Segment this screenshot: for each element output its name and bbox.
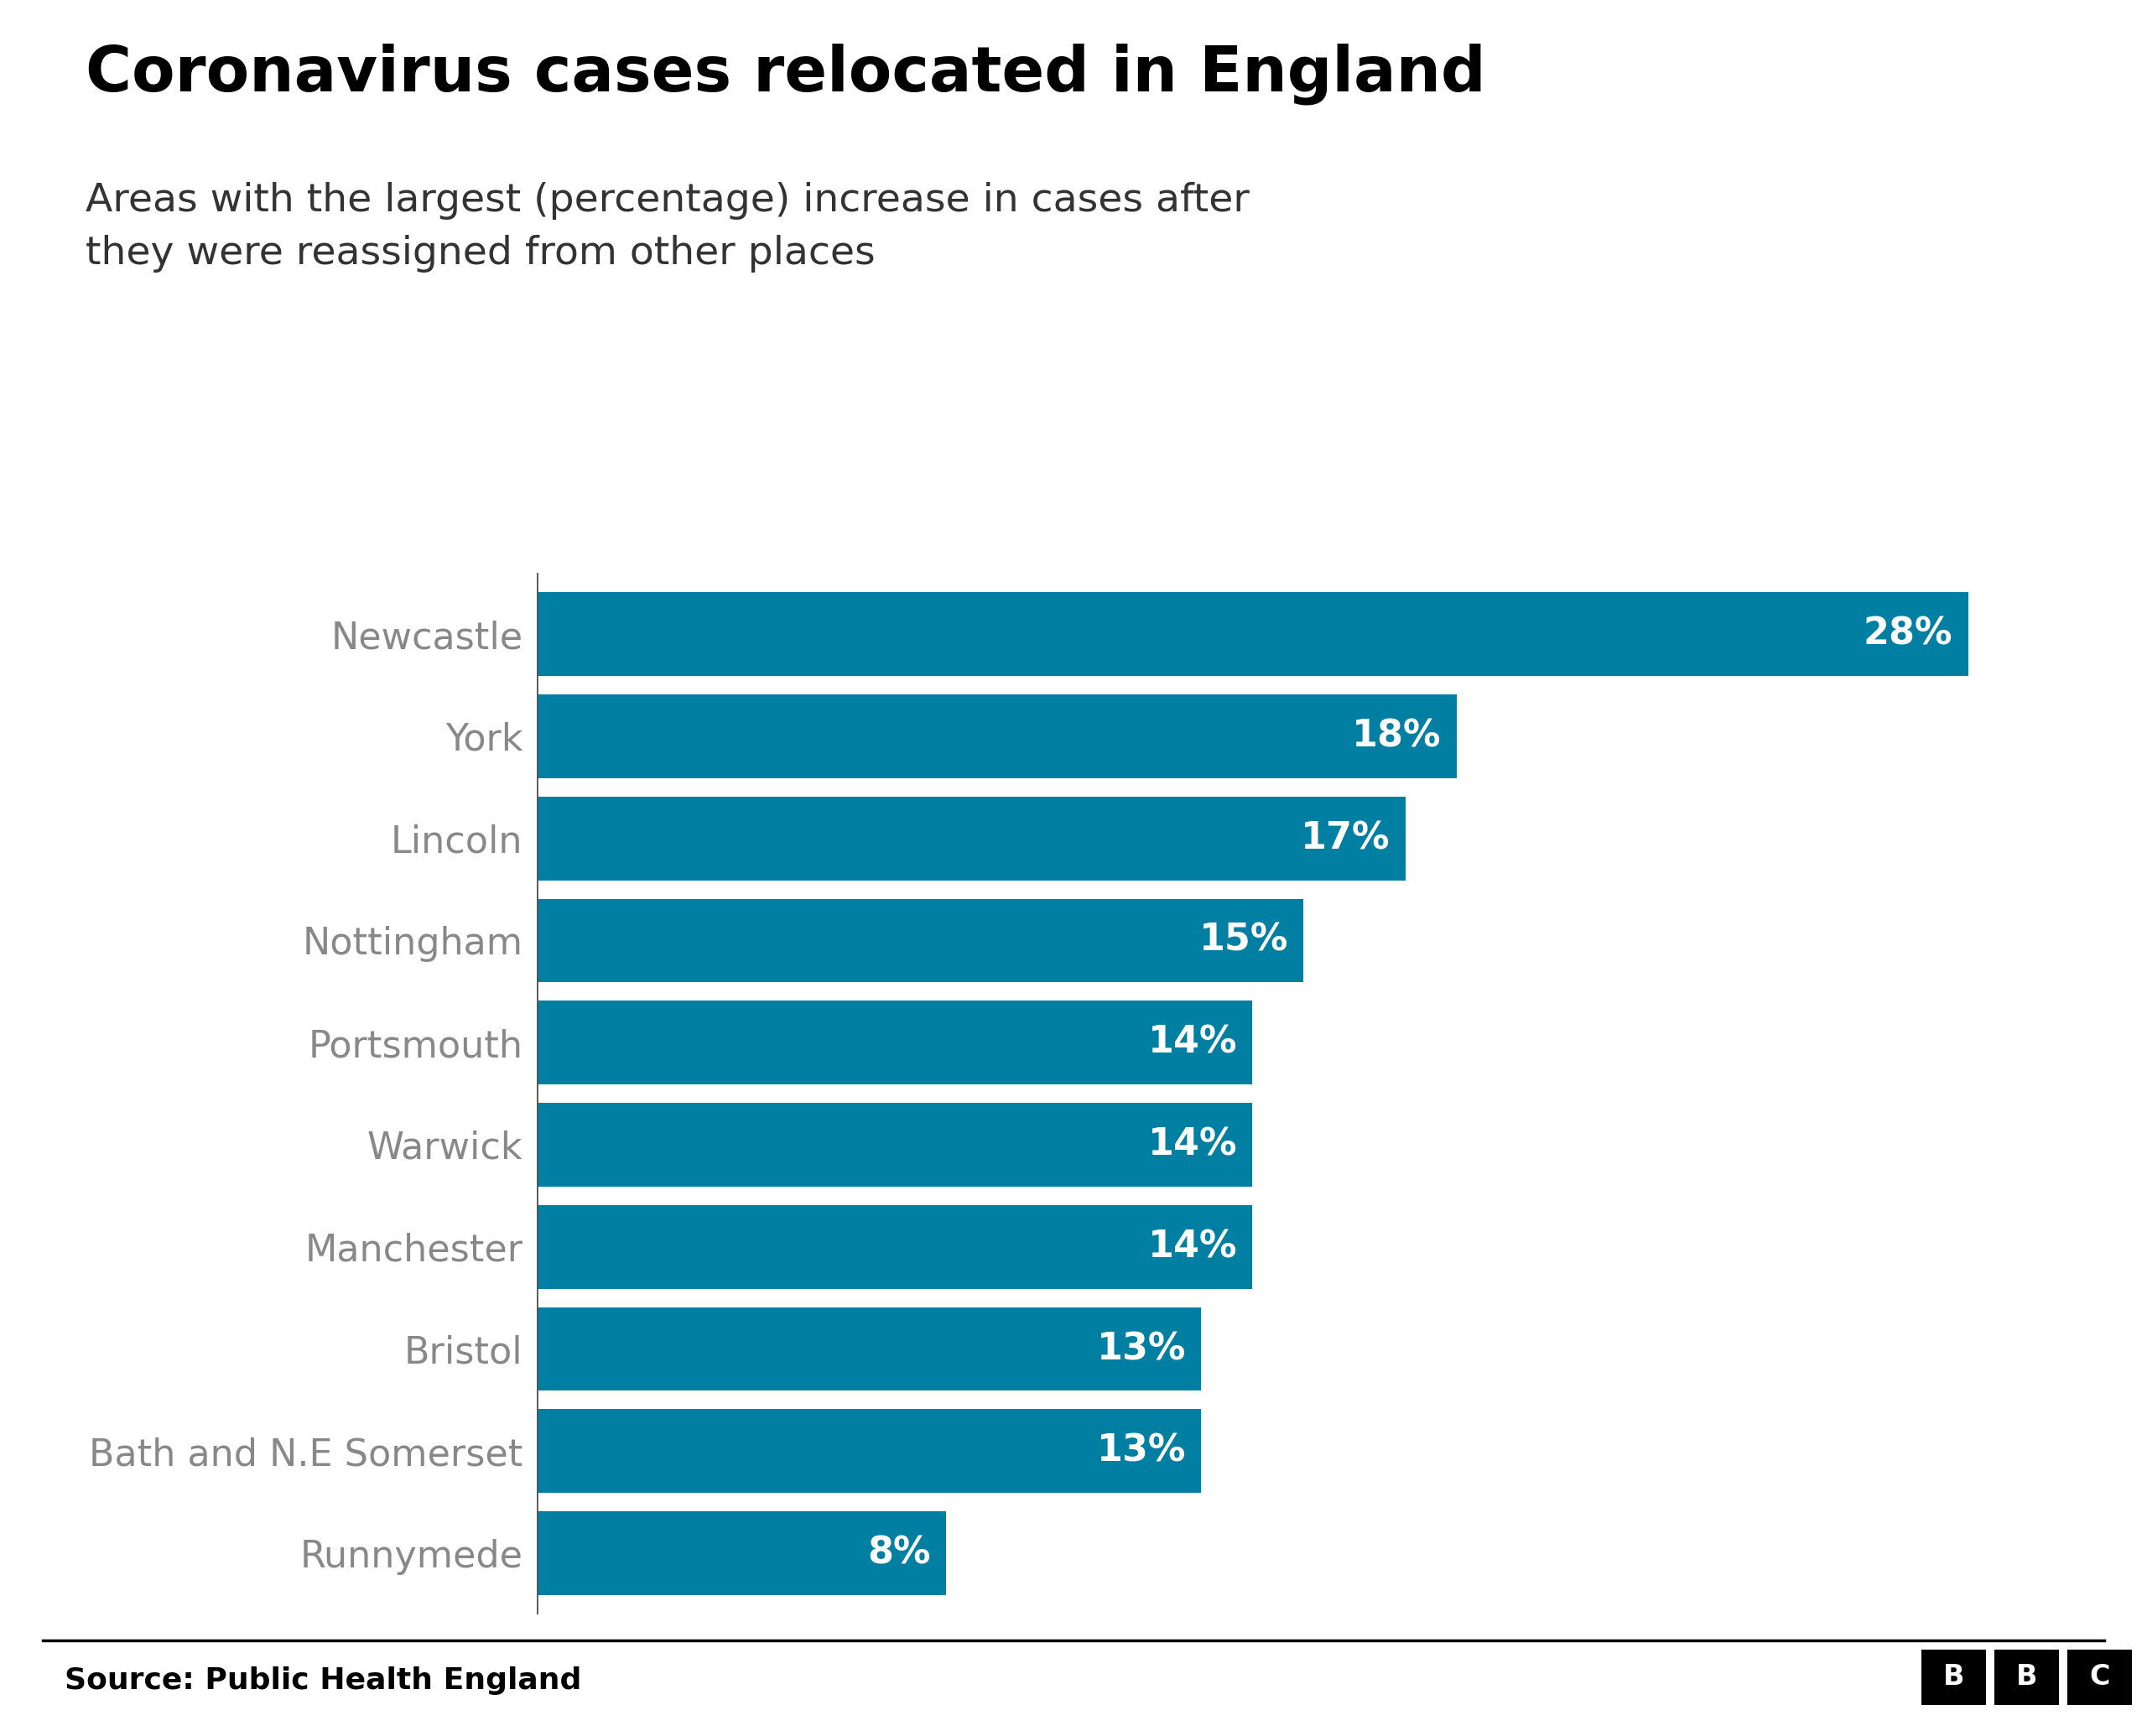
Text: 14%: 14% (1149, 1024, 1237, 1061)
Text: B: B (1943, 1663, 1965, 1691)
Text: 14%: 14% (1149, 1229, 1237, 1266)
Bar (537, 899, 1303, 983)
Text: 8%: 8% (867, 1535, 930, 1571)
Bar (537, 797, 1406, 880)
Text: B: B (2016, 1663, 2038, 1691)
Text: 15%: 15% (1198, 922, 1288, 958)
Bar (537, 1205, 1252, 1288)
Bar (537, 1307, 1202, 1391)
Text: 13%: 13% (1097, 1332, 1185, 1366)
Bar (537, 694, 1458, 778)
Text: 18%: 18% (1353, 719, 1441, 755)
Bar (537, 1512, 945, 1595)
Bar (537, 1000, 1252, 1085)
Text: Coronavirus cases relocated in England: Coronavirus cases relocated in England (86, 43, 1486, 106)
Bar (537, 1102, 1252, 1187)
Bar (537, 592, 1969, 675)
Text: Areas with the largest (percentage) increase in cases after
they were reassigned: Areas with the largest (percentage) incr… (86, 182, 1250, 273)
Text: 13%: 13% (1097, 1432, 1185, 1469)
Text: 28%: 28% (1864, 616, 1954, 653)
Text: 14%: 14% (1149, 1127, 1237, 1163)
Bar (537, 1410, 1202, 1493)
Text: C: C (2089, 1663, 2111, 1691)
Text: Source: Public Health England: Source: Public Health England (64, 1667, 582, 1694)
Text: 17%: 17% (1301, 821, 1391, 856)
